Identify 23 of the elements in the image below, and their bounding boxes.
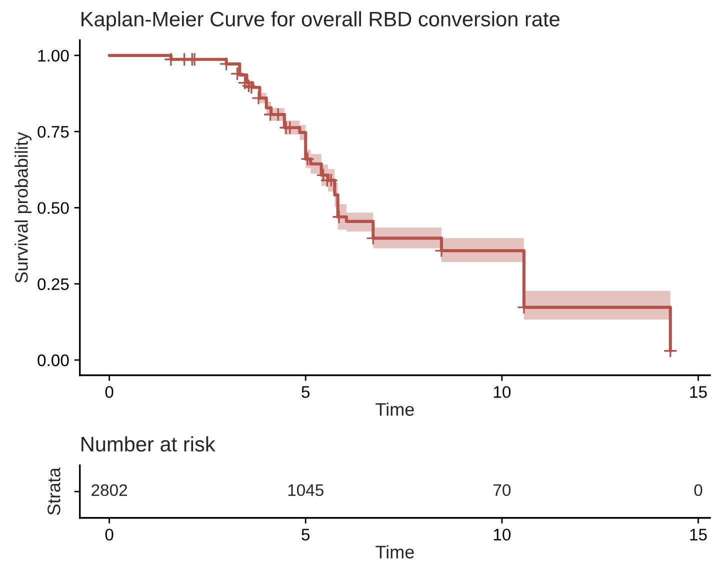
- y-tick-label: 0.00: [38, 354, 69, 366]
- x-tick-label: 10: [494, 386, 511, 398]
- chart-title: Kaplan-Meier Curve for overall RBD conversion rate: [82, 11, 560, 31]
- data-label: 1045: [288, 484, 324, 496]
- data-label: 2802: [92, 484, 128, 496]
- data-label: 70: [494, 484, 511, 496]
- x-tick-label: 0: [105, 528, 114, 541]
- x-tick-label: 15: [690, 528, 707, 541]
- y-tick-label: 0.75: [38, 126, 69, 138]
- y-tick-label: 1.00: [38, 50, 69, 62]
- y-tick-label: 0.25: [38, 278, 69, 290]
- y-axis-title: Strata: [48, 467, 60, 515]
- data-label: 0: [694, 484, 702, 496]
- x-tick-label: 15: [690, 386, 707, 398]
- x-tick-label: 5: [302, 386, 310, 398]
- y-tick-label: 0.50: [38, 202, 69, 214]
- x-tick-label: 10: [494, 528, 511, 541]
- x-axis-title: Time: [376, 545, 414, 558]
- chart-title: Number at risk: [82, 436, 216, 452]
- x-tick-label: 5: [302, 528, 310, 541]
- x-axis-title: Time: [376, 402, 414, 416]
- y-axis-title: Survival probability: [14, 132, 32, 283]
- x-tick-label: 0: [105, 386, 114, 398]
